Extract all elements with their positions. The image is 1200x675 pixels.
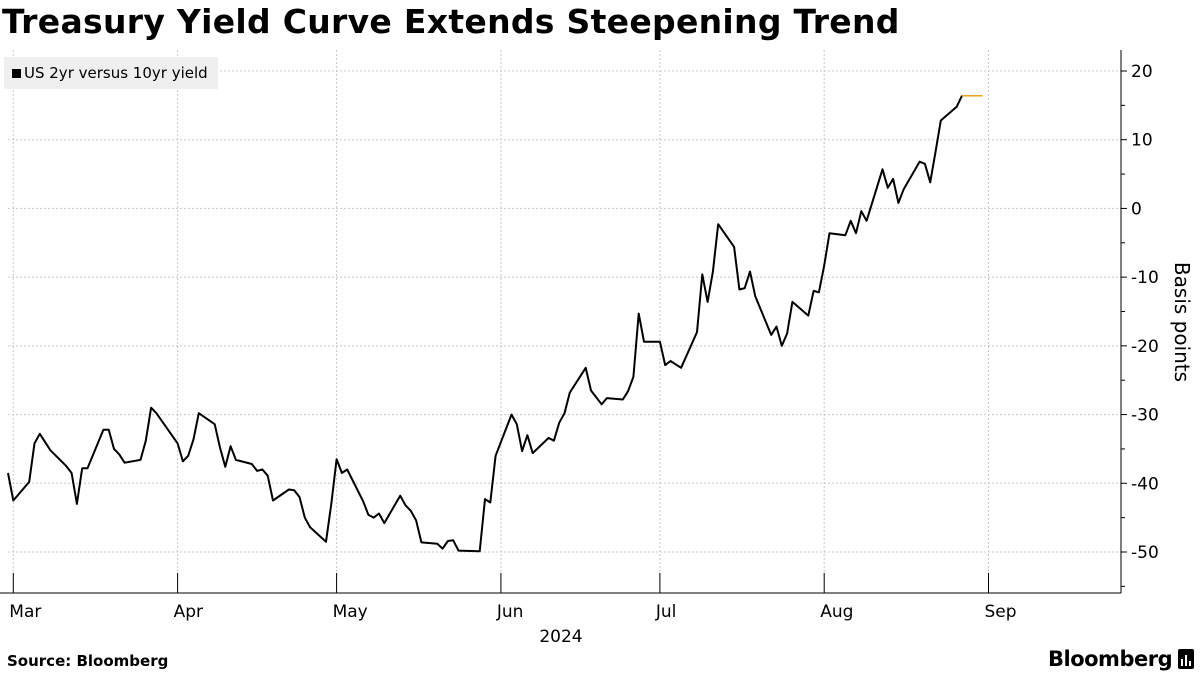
x-axis-year-label: 2024 [539,627,582,647]
x-tick-label: Apr [174,602,203,622]
horizontal-gridlines [8,70,1121,553]
source-note: Source: Bloomberg [7,652,169,670]
y-tick-label: 0 [1131,199,1142,219]
x-tick-label: Jul [655,602,677,622]
y-tick-label: -30 [1131,406,1159,426]
bloomberg-logo: Bloomberg [1048,647,1195,671]
series-line-us-2yr-vs-10yr [7,95,963,553]
y-tick-label: -20 [1131,337,1159,357]
y-tick-label: 20 [1131,62,1153,82]
vertical-gridlines [12,50,989,593]
x-tick-label: Sep [985,602,1017,622]
bloomberg-chart-icon [1178,649,1195,669]
x-tick-label: Mar [9,602,41,622]
y-axis-label: Basis points [1170,262,1194,382]
legend-swatch [12,68,21,78]
brand-name: Bloomberg [1048,647,1173,671]
x-axis-ticks: Mar Apr May Jun Jul Aug Sep [9,573,1017,622]
y-tick-label: -10 [1131,268,1159,288]
y-tick-label: 10 [1131,131,1153,151]
x-tick-label: Aug [820,602,853,622]
y-tick-label: -40 [1131,474,1159,494]
y-axis-ticks: 20 10 0 -10 -20 -30 -40 -50 [1121,62,1159,587]
legend: US 2yr versus 10yr yield [4,57,218,89]
legend-label: US 2yr versus 10yr yield [24,64,208,82]
x-tick-label: Jun [496,602,524,622]
y-tick-label: -50 [1131,543,1159,563]
x-tick-label: May [333,602,368,622]
chart-title: Treasury Yield Curve Extends Steepening … [2,2,900,41]
